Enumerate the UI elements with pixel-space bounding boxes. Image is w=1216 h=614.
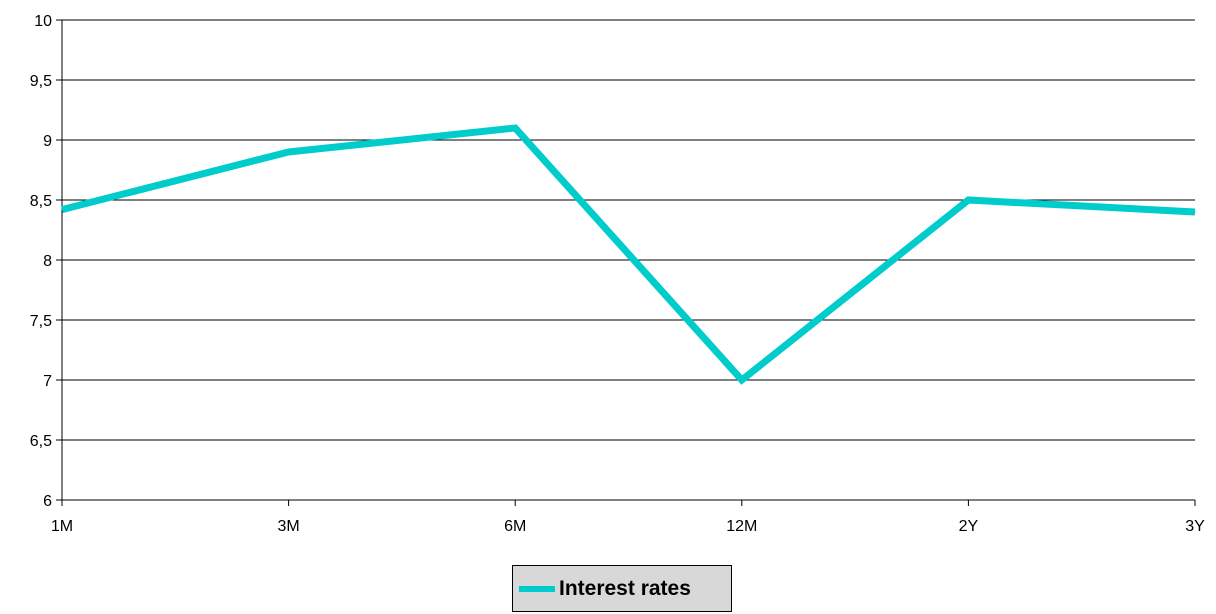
legend-label: Interest rates <box>559 576 691 600</box>
data-point <box>741 379 743 381</box>
y-tick-label: 8 <box>43 253 52 270</box>
legend-swatch <box>519 585 555 592</box>
x-tick-label: 6M <box>504 518 526 535</box>
x-tick-label: 2Y <box>959 518 979 535</box>
series-line <box>61 124 1196 385</box>
y-tick-label: 6 <box>43 493 52 510</box>
axes <box>56 19 1196 506</box>
data-point <box>61 209 63 211</box>
y-tick-label: 7,5 <box>30 313 52 330</box>
legend: Interest rates <box>512 565 732 612</box>
y-tick-label: 9 <box>43 133 52 150</box>
y-tick-label: 9,5 <box>30 73 52 90</box>
x-tick-label: 12M <box>726 518 757 535</box>
data-point <box>288 151 290 153</box>
y-axis-tick-labels: 6 6,5 7 7,5 8 8,5 9 9,5 10 <box>30 13 52 510</box>
data-point <box>1194 211 1196 213</box>
x-tick-label: 1M <box>51 518 73 535</box>
x-tick-label: 3Y <box>1185 518 1205 535</box>
data-point <box>514 127 516 129</box>
y-tick-label: 8,5 <box>30 193 52 210</box>
gridlines <box>62 19 1195 441</box>
y-tick-label: 7 <box>43 373 52 390</box>
x-axis-tick-labels: 1M 3M 6M 12M 2Y 3Y <box>51 518 1205 535</box>
x-tick-label: 3M <box>277 518 299 535</box>
data-point <box>967 199 969 201</box>
y-tick-label: 6,5 <box>30 433 52 450</box>
y-tick-label: 10 <box>34 13 52 30</box>
series-lines <box>61 124 1196 385</box>
